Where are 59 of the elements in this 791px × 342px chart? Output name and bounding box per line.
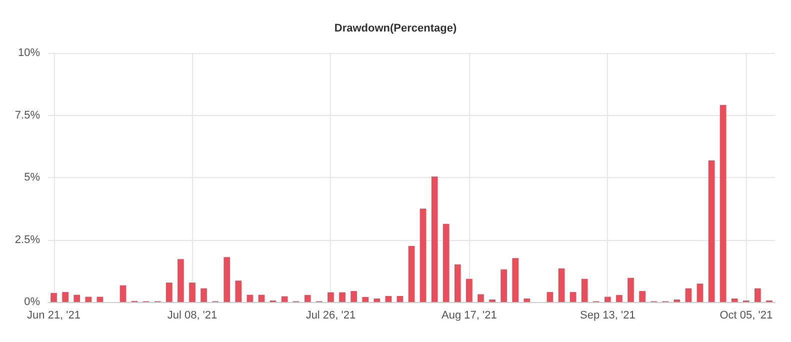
- bar: [235, 280, 242, 302]
- bar: [62, 292, 68, 302]
- bar: [224, 257, 230, 302]
- bar: [258, 294, 265, 302]
- bar: [304, 295, 311, 302]
- bar: [50, 293, 57, 302]
- y-tick-label: 0%: [24, 296, 40, 308]
- bar: [189, 282, 196, 302]
- y-tick-label: 2.5%: [14, 234, 40, 246]
- bar: [604, 296, 611, 302]
- x-tick-label: Jul 08, '21: [167, 310, 218, 322]
- x-tick-label: Aug 17, '21: [442, 310, 497, 322]
- bar: [350, 291, 357, 302]
- bar: [466, 278, 472, 302]
- chart-title: Drawdown(Percentage): [334, 22, 457, 34]
- x-tick-label: Oct 05, '21: [720, 310, 773, 322]
- bar: [431, 176, 438, 302]
- x-tick-label: Jun 21, '21: [27, 310, 81, 322]
- bar: [120, 285, 126, 302]
- bar: [339, 292, 346, 302]
- bar: [200, 288, 207, 302]
- bar: [512, 258, 519, 302]
- bar: [74, 294, 80, 302]
- y-tick-label: 7.5%: [14, 109, 40, 122]
- bar: [754, 288, 761, 302]
- bar: [178, 259, 184, 302]
- bar: [546, 292, 554, 302]
- bar: [246, 294, 254, 302]
- bar: [558, 268, 565, 302]
- bar: [281, 296, 288, 302]
- bar: [362, 297, 369, 302]
- bar: [696, 284, 704, 302]
- bar: [500, 269, 507, 302]
- bar: [420, 208, 426, 302]
- bar: [478, 294, 484, 302]
- bar: [374, 298, 380, 302]
- bar: [328, 292, 334, 302]
- bar: [570, 292, 576, 302]
- bar: [396, 296, 404, 302]
- bar: [385, 296, 392, 302]
- bar: [731, 298, 738, 302]
- bar: [685, 288, 692, 302]
- x-tick-label: Sep 13, '21: [580, 310, 636, 322]
- bar: [581, 278, 588, 302]
- bar: [524, 298, 530, 302]
- y-tick-label: 5%: [24, 172, 40, 184]
- bar: [454, 264, 461, 302]
- bar: [408, 246, 415, 302]
- bar: [720, 105, 726, 302]
- x-tick-label: Jul 26, '21: [306, 310, 356, 322]
- bar: [616, 295, 622, 302]
- bar: [628, 278, 634, 302]
- bar: [96, 296, 104, 302]
- bar: [85, 296, 92, 302]
- bar: [708, 160, 715, 302]
- bar: [166, 282, 172, 302]
- bar: [639, 291, 646, 302]
- bar: [442, 224, 450, 302]
- y-tick-label: 10%: [18, 47, 40, 59]
